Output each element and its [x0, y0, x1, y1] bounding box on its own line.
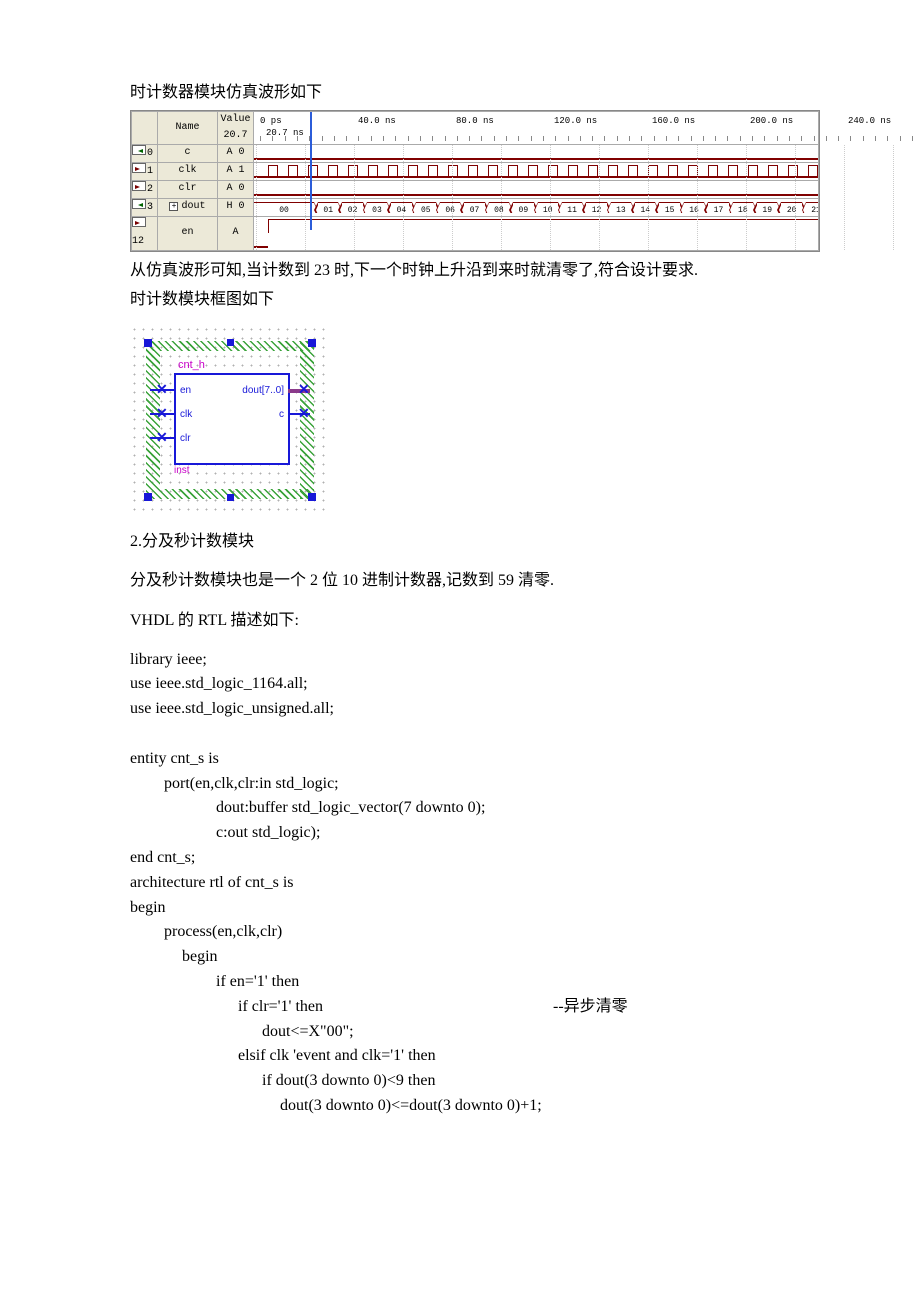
bus-value: 12 — [586, 202, 606, 213]
waveform-track — [254, 180, 819, 198]
time-label: 40.0 ns — [358, 114, 396, 128]
wf-name-header: Name — [158, 111, 218, 144]
code-line: end cnt_s; — [130, 846, 810, 871]
signal-name[interactable]: c — [158, 144, 218, 162]
title-1: 时计数器模块仿真波形如下 — [130, 80, 810, 106]
bus-value: 14 — [635, 202, 655, 213]
code-line: architecture rtl of cnt_s is — [130, 871, 810, 896]
after-wave-text: 从仿真波形可知,当计数到 23 时,下一个时钟上升沿到来时就清零了,符合设计要求… — [130, 258, 810, 284]
bus-value: 00 — [254, 202, 314, 213]
port-label: c — [279, 407, 284, 423]
expand-icon[interactable]: + — [169, 202, 178, 211]
block-title: 时计数模块框图如下 — [130, 287, 810, 313]
bus-value: 13 — [611, 202, 631, 213]
code-line: begin — [130, 896, 810, 921]
pin-icon: ✕ — [156, 384, 166, 394]
waveform-track — [254, 216, 819, 250]
time-label: 160.0 ns — [652, 114, 695, 128]
bus-value: 20 — [781, 202, 801, 213]
input-pin-icon — [132, 217, 146, 227]
time-label: 200.0 ns — [750, 114, 793, 128]
section2-head: 2.分及秒计数模块 — [130, 529, 810, 555]
bus-value: 04 — [391, 202, 411, 213]
row-number: 2 — [147, 184, 153, 195]
pin-icon: ✕ — [156, 432, 166, 442]
waveform-track — [254, 162, 819, 180]
time-label: 120.0 ns — [554, 114, 597, 128]
port-label: en — [180, 383, 191, 399]
waveform-track: 00 01 02 03 04 05 06 07 08 09 10 11 12 13 14 15 16 17 18 19… — [254, 198, 819, 216]
signal-name[interactable]: clr — [158, 180, 218, 198]
signal-value: A 0 — [218, 144, 254, 162]
code-line: if dout(3 downto 0)<9 then — [130, 1069, 810, 1094]
port-label: dout[7..0] — [242, 383, 284, 399]
bus-value: 16 — [684, 202, 704, 213]
code-line: process(en,clk,clr) — [130, 920, 810, 945]
output-pin-icon — [132, 145, 146, 155]
bus-value: 06 — [440, 202, 460, 213]
code-line: port(en,clk,clr:in std_logic; — [130, 772, 810, 797]
vhdl-code: library ieee;use ieee.std_logic_1164.all… — [130, 648, 810, 1119]
section2-p2: VHDL 的 RTL 描述如下: — [130, 608, 810, 634]
wf-rownum-header — [132, 111, 158, 144]
bus-value: 09 — [513, 202, 533, 213]
signal-name[interactable]: en — [158, 216, 218, 250]
signal-value: A 1 — [218, 162, 254, 180]
bus-value: 03 — [367, 202, 387, 213]
pin-icon: ✕ — [156, 408, 166, 418]
code-line: elsif clk 'event and clk='1' then — [130, 1044, 810, 1069]
input-pin-icon — [132, 163, 146, 173]
time-label: 80.0 ns — [456, 114, 494, 128]
signal-name[interactable]: clk — [158, 162, 218, 180]
code-line: library ieee; — [130, 648, 810, 673]
waveform-track — [254, 144, 819, 162]
section2-p1: 分及秒计数模块也是一个 2 位 10 进制计数器,记数到 59 清零. — [130, 568, 810, 594]
code-line: use ieee.std_logic_unsigned.all; — [130, 697, 810, 722]
bus-value: 18 — [733, 202, 753, 213]
block-diagram: cnt_h en ✕ clk ✕ clr ✕ dout[7..0] ✕ c ✕ inst — [130, 325, 330, 515]
bus-value: 11 — [562, 202, 582, 213]
bus-value: 19 — [757, 202, 777, 213]
pin-icon: ✕ — [298, 408, 308, 418]
bus-value: 01 — [318, 202, 338, 213]
signal-value: A — [218, 216, 254, 250]
code-line: dout(3 downto 0)<=dout(3 downto 0)+1; — [130, 1094, 810, 1119]
output-pin-icon — [132, 199, 146, 209]
port-label: clk — [180, 407, 192, 423]
input-pin-icon — [132, 181, 146, 191]
pin-icon: ✕ — [298, 384, 308, 394]
code-line: begin — [130, 945, 810, 970]
code-line: dout:buffer std_logic_vector(7 downto 0)… — [130, 796, 810, 821]
port-label: clr — [180, 431, 191, 447]
code-line: entity cnt_s is — [130, 747, 810, 772]
code-line: if en='1' then — [130, 970, 810, 995]
wf-value-header: Value 20.7 — [218, 111, 254, 144]
bus-value: 05 — [416, 202, 436, 213]
code-comment: --异步清零 — [553, 995, 628, 1020]
bus-value: 17 — [708, 202, 728, 213]
bus-value: 10 — [538, 202, 558, 213]
bus-value: 15 — [659, 202, 679, 213]
row-number: 1 — [147, 166, 153, 177]
code-line: use ieee.std_logic_1164.all; — [130, 672, 810, 697]
code-line: c:out std_logic); — [130, 821, 810, 846]
row-number: 12 — [132, 236, 144, 247]
code-line — [130, 722, 810, 747]
signal-value: A 0 — [218, 180, 254, 198]
waveform-viewer: Name Value 20.7 0 ps40.0 ns80.0 ns120.0 … — [130, 110, 820, 252]
code-line: dout<=X"00"; — [130, 1020, 810, 1045]
time-label: 240.0 ns — [848, 114, 891, 128]
code-line: if clr='1' then--异步清零 — [130, 995, 810, 1020]
block-name: cnt_h — [178, 357, 205, 375]
bus-value: 02 — [342, 202, 362, 213]
block-inst: inst — [174, 463, 190, 479]
bus-value: 21 — [806, 202, 818, 213]
bus-value: 07 — [464, 202, 484, 213]
signal-name[interactable]: +dout — [158, 198, 218, 216]
row-number: 3 — [147, 202, 153, 213]
signal-value: H 0 — [218, 198, 254, 216]
row-number: 0 — [147, 148, 153, 159]
wf-time-axis: 0 ps40.0 ns80.0 ns120.0 ns160.0 ns200.0 … — [254, 111, 819, 144]
bus-value: 08 — [489, 202, 509, 213]
